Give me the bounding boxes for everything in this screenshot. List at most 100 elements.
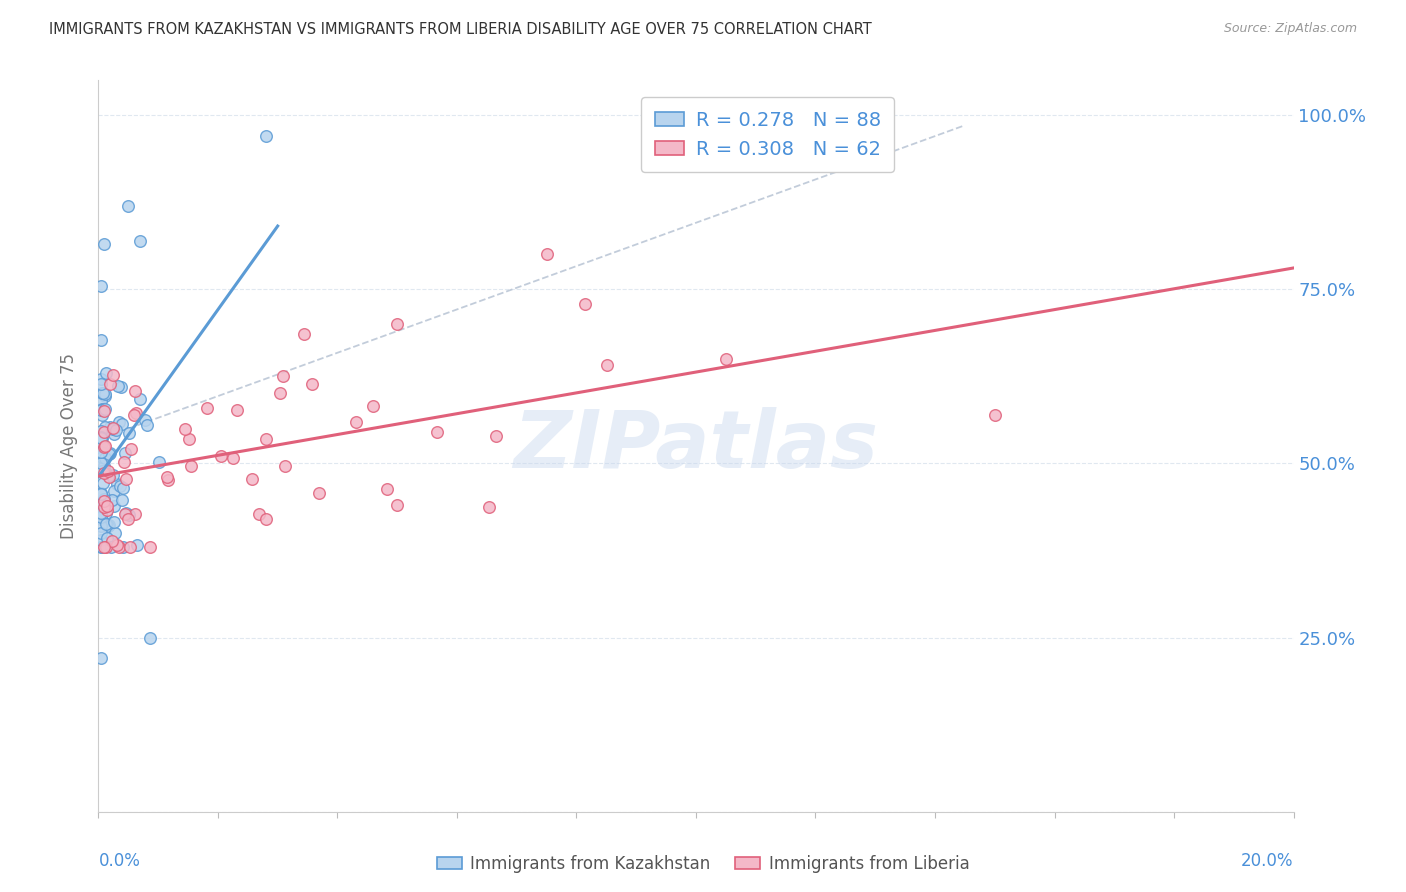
Text: 0.0%: 0.0% [98, 852, 141, 870]
Point [103, 421, 125, 435]
Point [90, 540, 112, 554]
Text: Source: ZipAtlas.com: Source: ZipAtlas.com [1223, 22, 1357, 36]
Point [114, 471, 136, 485]
Point [93, 500, 115, 514]
Point [94, 401, 117, 416]
Point [103, 483, 125, 498]
Point [93, 466, 115, 480]
Point [105, 477, 128, 491]
Point [93, 404, 115, 418]
Point [110, 479, 132, 493]
Point [111, 540, 134, 554]
Point [195, 401, 218, 415]
Point [117, 199, 139, 213]
Point [103, 468, 125, 483]
Point [100, 446, 122, 460]
Point [90, 494, 112, 508]
Point [90, 450, 112, 464]
Point [98, 447, 121, 461]
Point [94, 517, 117, 532]
Point [120, 540, 142, 554]
Point [91, 402, 114, 417]
Point [118, 425, 141, 440]
Point [94, 389, 117, 403]
Point [148, 455, 170, 469]
Point [269, 386, 291, 401]
Point [226, 402, 249, 417]
Point [90, 505, 112, 519]
Point [90, 540, 112, 554]
Point [344, 416, 367, 430]
Point [115, 506, 138, 520]
Point [108, 540, 131, 554]
Point [90, 278, 112, 293]
Point [97, 464, 120, 478]
Point [98, 517, 121, 532]
Point [91, 385, 114, 400]
Point [94, 366, 117, 380]
Point [256, 433, 278, 447]
Point [108, 416, 131, 430]
Point [90, 499, 112, 513]
Point [105, 423, 128, 437]
Point [96, 503, 118, 517]
Point [127, 538, 149, 552]
Point [94, 420, 117, 434]
Point [93, 458, 115, 473]
Point [94, 439, 117, 453]
Point [139, 631, 162, 645]
Point [155, 470, 177, 484]
Point [94, 466, 117, 480]
Point [125, 406, 148, 420]
Point [134, 413, 156, 427]
Point [90, 436, 112, 450]
Point [98, 377, 121, 392]
Point [90, 430, 112, 444]
Point [222, 451, 245, 466]
Point [91, 450, 114, 464]
Point [103, 368, 125, 383]
Text: 20.0%: 20.0% [1241, 852, 1294, 870]
Point [274, 458, 297, 473]
Point [122, 408, 145, 422]
Point [117, 512, 139, 526]
Point [103, 515, 125, 529]
Point [240, 472, 263, 486]
Point [254, 512, 277, 526]
Point [90, 376, 112, 391]
Point [574, 297, 596, 311]
Point [110, 380, 132, 394]
Point [90, 409, 112, 423]
Point [90, 506, 112, 520]
Y-axis label: Disability Age Over 75: Disability Age Over 75 [59, 353, 77, 539]
Point [596, 358, 619, 372]
Point [478, 500, 501, 514]
Point [90, 519, 112, 533]
Point [90, 651, 112, 665]
Point [103, 499, 125, 513]
Point [984, 408, 1007, 422]
Point [90, 403, 112, 417]
Point [97, 519, 120, 533]
Point [111, 417, 134, 431]
Point [254, 128, 277, 143]
Point [114, 446, 136, 460]
Point [209, 449, 232, 463]
Point [97, 470, 120, 484]
Point [120, 442, 142, 456]
Point [112, 455, 135, 469]
Point [90, 512, 112, 526]
Point [90, 457, 112, 471]
Point [96, 500, 118, 514]
Point [98, 420, 121, 434]
Point [90, 394, 112, 409]
Point [93, 451, 115, 466]
Point [361, 399, 384, 413]
Point [103, 427, 125, 442]
Point [111, 493, 134, 508]
Point [97, 519, 120, 533]
Point [100, 540, 122, 554]
Point [90, 431, 112, 445]
Point [94, 387, 117, 401]
Point [114, 507, 136, 521]
